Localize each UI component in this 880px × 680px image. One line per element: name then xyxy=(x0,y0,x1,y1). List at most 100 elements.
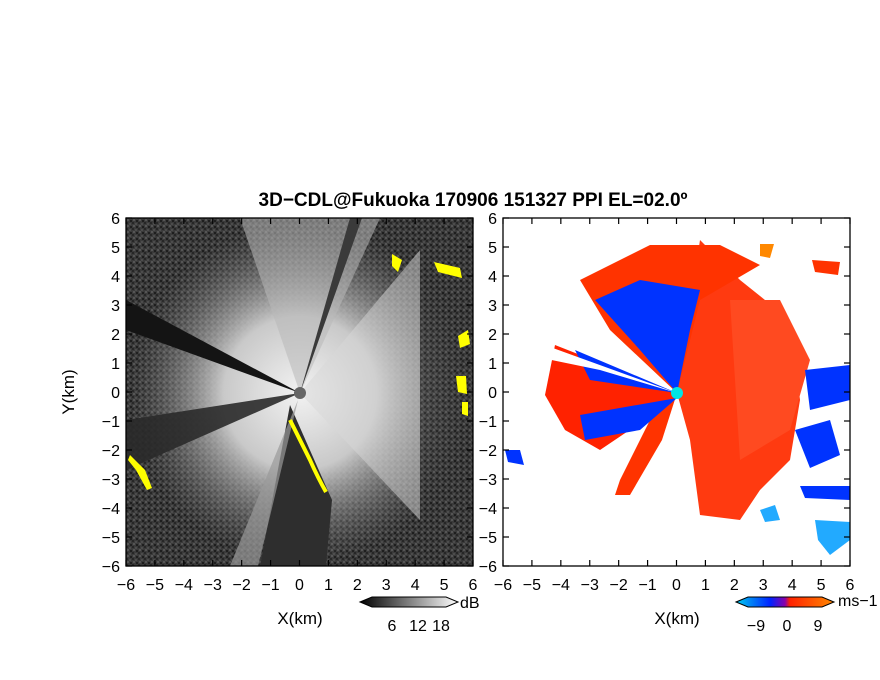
y-tick-label-1-4: 2 xyxy=(488,327,497,344)
velocity-blue-sw xyxy=(580,398,677,440)
x-tick-label-1-3: −3 xyxy=(581,577,599,594)
snr-yellow-patch-1 xyxy=(128,455,152,490)
velocity-orange-ne-patch xyxy=(760,244,774,258)
y-tick-label-1-11: −5 xyxy=(479,530,497,547)
snr-yellow-patch-3 xyxy=(456,376,467,394)
y-tick-label-1-1: 5 xyxy=(488,240,497,257)
x-tick-label-0-0: −6 xyxy=(117,577,135,594)
velocity-red-sw-lobe xyxy=(615,393,677,495)
snr-colorbar-bar xyxy=(358,596,460,608)
x-tick-label-1-4: −2 xyxy=(610,577,628,594)
x-tick-label-1-0: −6 xyxy=(494,577,512,594)
snr-y-axis-label: Y(km) xyxy=(59,369,78,414)
y-tick-label-0-5: 1 xyxy=(111,356,120,373)
x-tick-label-0-7: 1 xyxy=(324,577,333,594)
y-tick-label-1-8: −2 xyxy=(479,443,497,460)
snr-blocked-sector-sw xyxy=(230,400,298,566)
snr-blocked-sector-w xyxy=(126,393,300,470)
y-tick-label-1-6: 0 xyxy=(488,385,497,402)
velocity-blue-west xyxy=(575,350,677,393)
x-tick-label-0-4: −2 xyxy=(233,577,251,594)
x-tick-label-1-5: −1 xyxy=(638,577,656,594)
snr-sector-far-east xyxy=(420,218,473,566)
x-tick-label-0-8: 2 xyxy=(353,577,362,594)
snr-yellow-patch-2 xyxy=(434,262,462,278)
velocity-blue-north xyxy=(595,280,700,393)
velocity-panel xyxy=(503,218,850,566)
x-tick-label-1-8: 2 xyxy=(730,577,739,594)
x-tick-label-0-6: 0 xyxy=(295,577,304,594)
velocity-colorbar: ms−1 −9 0 9 xyxy=(734,593,878,635)
snr-yellow-patch-6 xyxy=(462,402,468,416)
y-tick-label-0-10: −4 xyxy=(102,501,120,518)
snr-panel xyxy=(126,218,473,566)
velocity-lightblue-southeast xyxy=(815,520,850,555)
x-tick-label-1-9: 3 xyxy=(759,577,768,594)
snr-sector-ne-shadow xyxy=(300,218,362,393)
velocity-colorbar-bar xyxy=(734,596,836,608)
velocity-red-ne-patch xyxy=(812,260,840,275)
y-tick-label-0-0: 6 xyxy=(111,211,120,228)
y-tick-label-1-2: 4 xyxy=(488,269,497,286)
snr-colorbar-tick-18: 18 xyxy=(432,618,450,635)
y-tick-label-1-3: 3 xyxy=(488,298,497,315)
velocity-colorbar-unit: ms−1 xyxy=(838,593,878,610)
x-tick-label-0-10: 4 xyxy=(411,577,420,594)
x-tick-label-0-1: −5 xyxy=(146,577,164,594)
figure-title: 3D−CDL@Fukuoka 170906 151327 PPI EL=02.0… xyxy=(259,190,688,211)
x-tick-label-0-2: −4 xyxy=(175,577,193,594)
x-tick-label-1-10: 4 xyxy=(788,577,797,594)
snr-yellow-edge xyxy=(288,419,328,493)
y-tick-label-0-6: 0 xyxy=(111,385,120,402)
radar-site xyxy=(294,387,306,399)
snr-blocked-sector-s xyxy=(260,405,332,566)
velocity-colorbar-tick-0: 0 xyxy=(783,618,792,635)
x-tick-label-1-1: −5 xyxy=(523,577,541,594)
snr-colorbar-tick-12: 12 xyxy=(409,618,427,635)
velocity-white-sector-nw xyxy=(503,330,677,393)
velocity-colorbar-tick-9: 9 xyxy=(814,618,823,635)
velocity-colorbar-tick-neg9: −9 xyxy=(747,618,765,635)
velocity-x-axis-label: X(km) xyxy=(654,609,699,628)
y-tick-label-1-7: −1 xyxy=(479,414,497,431)
x-tick-label-1-7: 1 xyxy=(701,577,710,594)
snr-colorbar: dB 6 12 18 xyxy=(358,595,480,635)
x-tick-label-0-5: −1 xyxy=(261,577,279,594)
x-tick-label-0-9: 3 xyxy=(382,577,391,594)
radar-site xyxy=(671,387,683,399)
snr-sector-right xyxy=(300,250,420,520)
snr-x-axis-label: X(km) xyxy=(277,609,322,628)
y-tick-label-0-12: −6 xyxy=(102,559,120,576)
x-tick-label-1-2: −4 xyxy=(552,577,570,594)
y-tick-label-1-5: 1 xyxy=(488,356,497,373)
snr-colorbar-tick-6: 6 xyxy=(388,618,397,635)
y-tick-label-0-8: −2 xyxy=(102,443,120,460)
x-tick-label-0-12: 6 xyxy=(469,577,478,594)
y-tick-label-1-9: −3 xyxy=(479,472,497,489)
snr-blocked-sector-nw xyxy=(126,300,300,393)
y-tick-label-0-9: −3 xyxy=(102,472,120,489)
velocity-red-west xyxy=(545,345,677,450)
y-tick-label-1-0: 6 xyxy=(488,211,497,228)
velocity-red-east xyxy=(730,300,810,460)
x-tick-label-1-12: 6 xyxy=(846,577,855,594)
axis-ticks: −6 −5 −4 −3 −2 −1 0 1 2 3 4 5 66543210−1−2−3−4−5−6−6… xyxy=(102,211,855,594)
snr-yellow-patch-5 xyxy=(392,254,402,272)
y-tick-label-0-2: 4 xyxy=(111,269,120,286)
y-tick-label-0-11: −5 xyxy=(102,530,120,547)
x-tick-label-1-6: 0 xyxy=(672,577,681,594)
velocity-blue-lower-patch xyxy=(760,505,780,522)
velocity-blue-southeast xyxy=(800,486,850,500)
x-tick-label-1-11: 5 xyxy=(817,577,826,594)
velocity-white-sector-s xyxy=(640,400,690,566)
velocity-blue-east-strip xyxy=(805,365,850,410)
y-tick-label-0-3: 3 xyxy=(111,298,120,315)
snr-colorbar-unit: dB xyxy=(460,595,480,612)
velocity-blue-east-lower xyxy=(795,420,840,468)
x-tick-label-0-11: 5 xyxy=(440,577,449,594)
y-tick-label-1-10: −4 xyxy=(479,501,497,518)
y-tick-label-0-1: 5 xyxy=(111,240,120,257)
y-tick-label-0-7: −1 xyxy=(102,414,120,431)
y-tick-label-0-4: 2 xyxy=(111,327,120,344)
